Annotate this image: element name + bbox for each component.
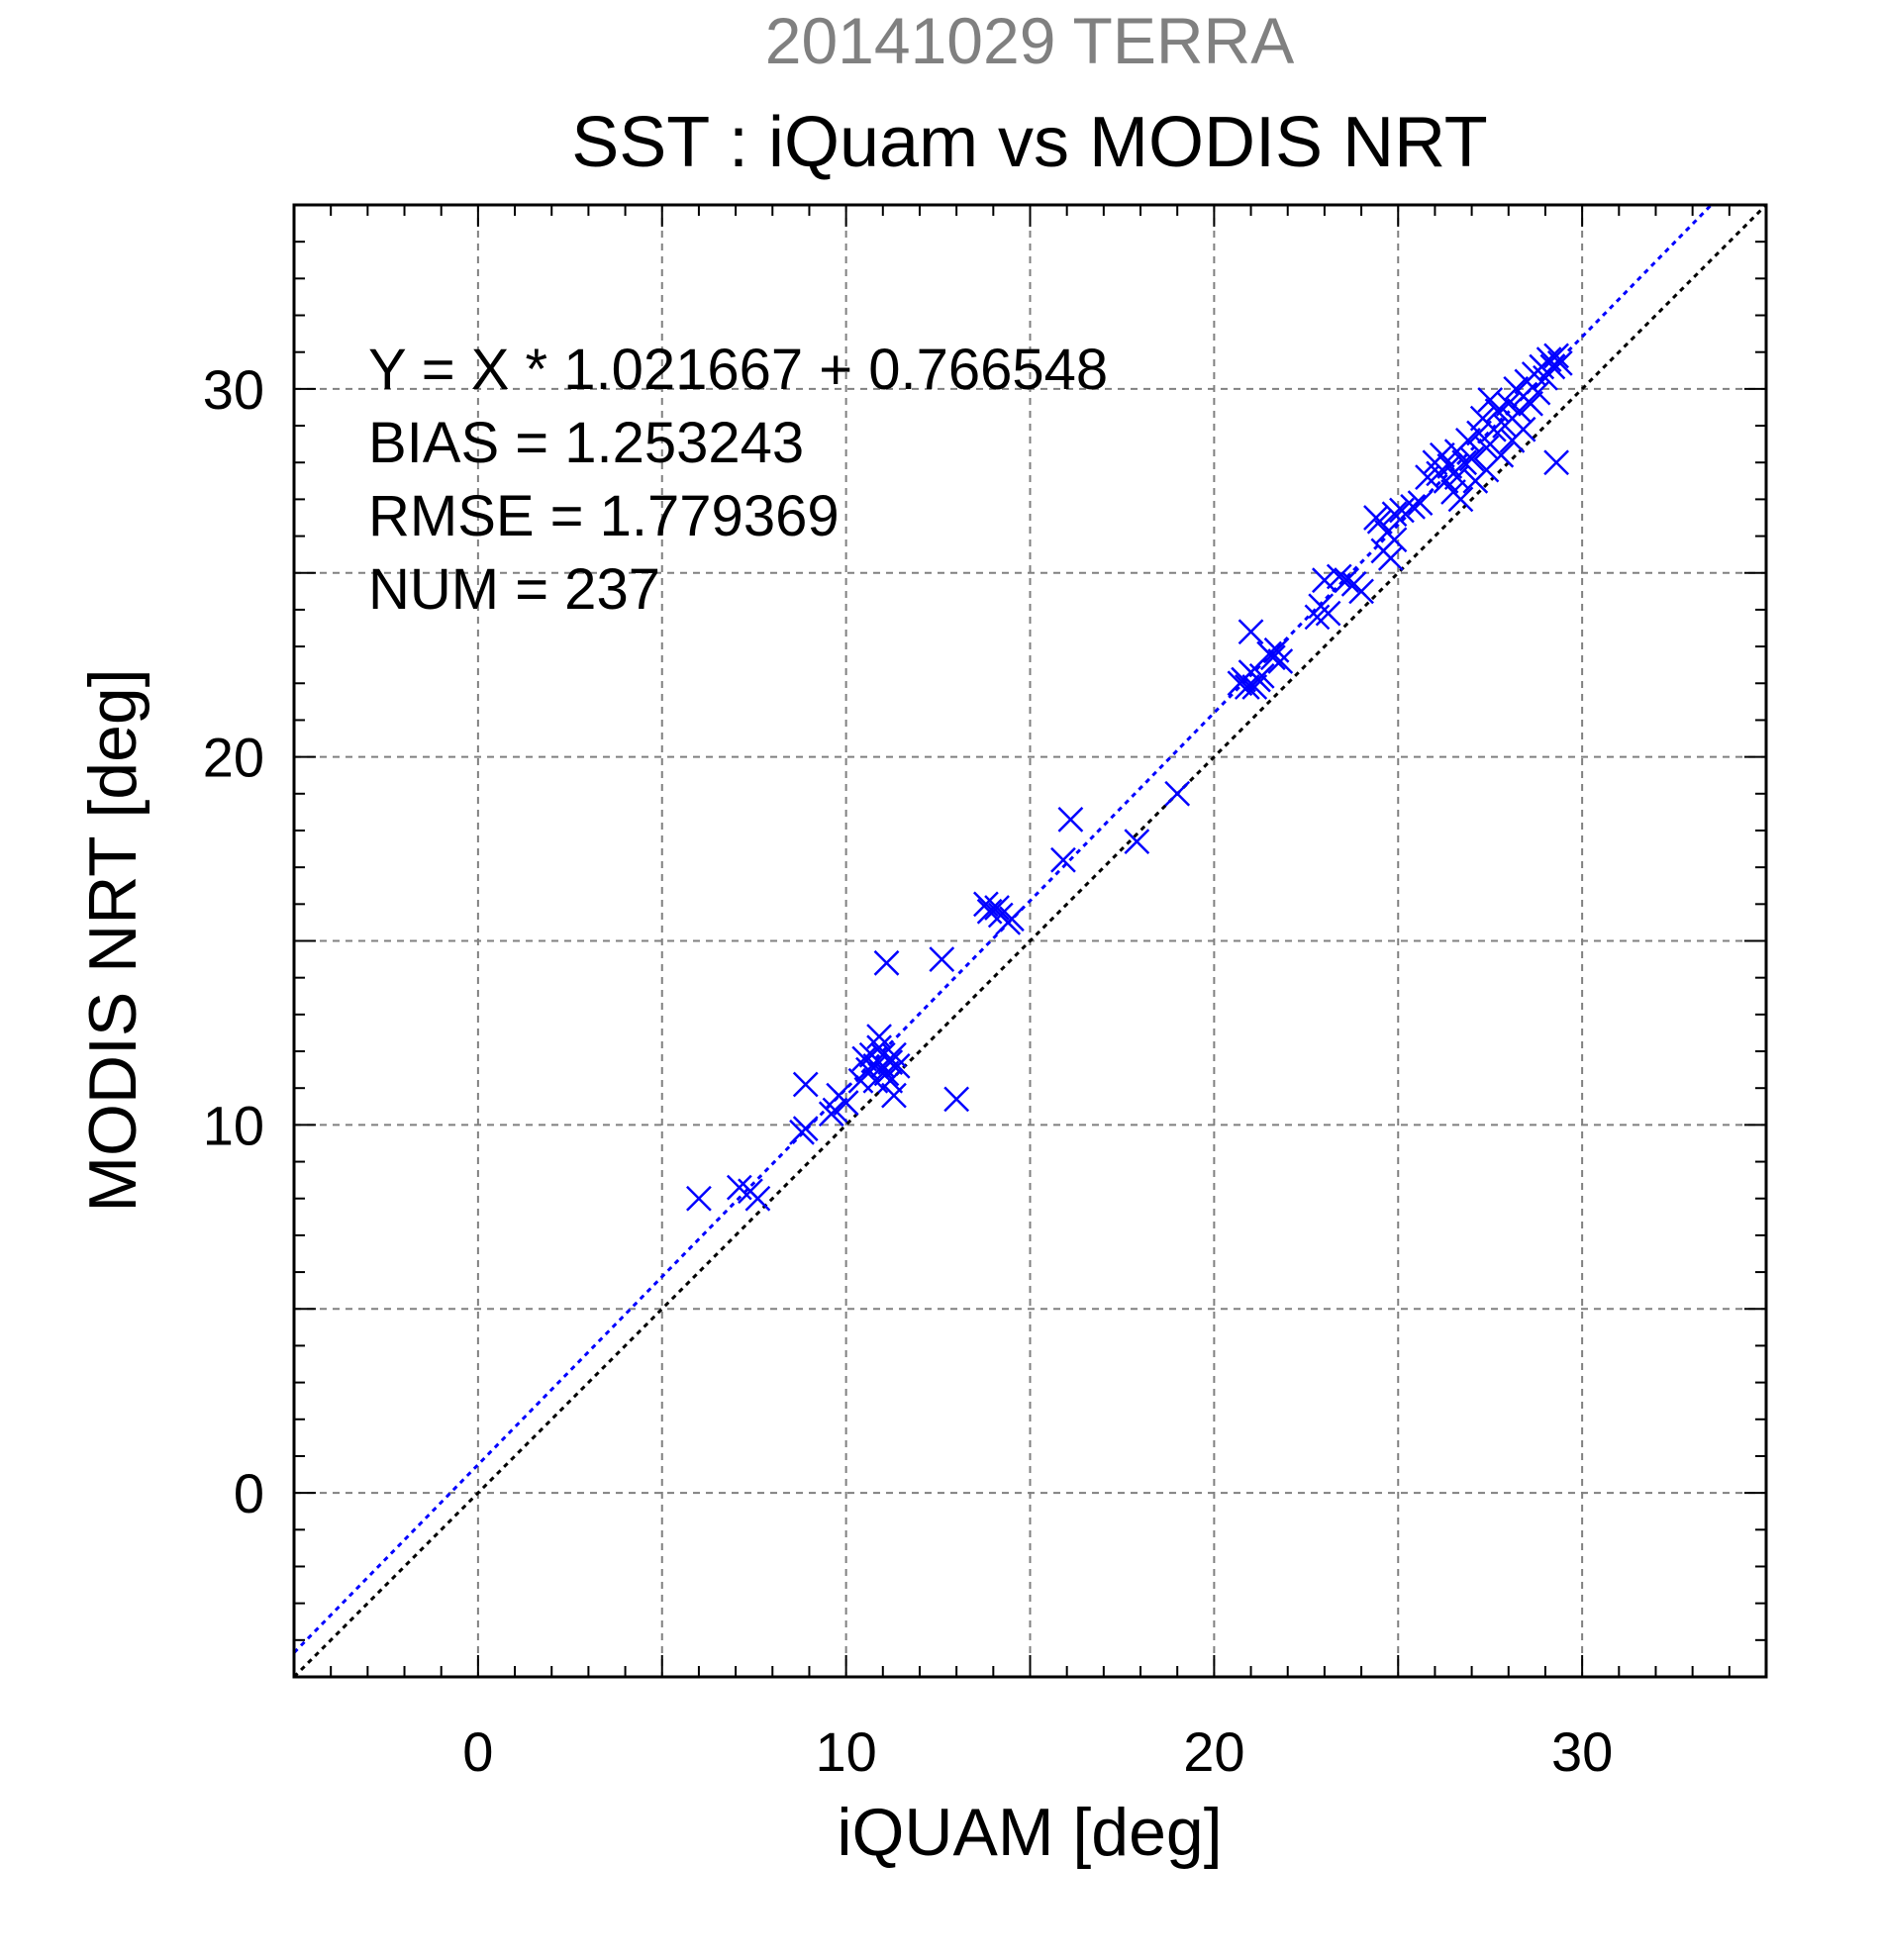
data-point [1241,674,1268,700]
data-point [1543,343,1569,369]
y-tick-label: 30 [203,358,264,421]
data-point [1510,416,1536,442]
x-tick-label: 0 [462,1720,493,1783]
data-point [943,1086,970,1113]
data-point [744,1185,771,1212]
data-point [999,906,1025,932]
data-point [1525,379,1551,406]
data-point [877,1049,904,1076]
data-point [1164,780,1191,807]
data-point [866,1024,892,1050]
data-point [877,1067,904,1094]
x-tick-label: 20 [1183,1720,1244,1783]
data-point [1543,449,1569,476]
data-point [1473,435,1500,461]
data-points [686,343,1573,1212]
data-point [686,1185,712,1212]
count-stat: NUM = 237 [368,557,660,622]
stats-box: Y = X * 1.021667 + 0.766548 BIAS = 1.253… [368,338,1108,622]
data-point [984,895,1010,921]
data-point [1050,846,1076,873]
data-point [1546,349,1573,376]
data-point [1518,390,1543,417]
data-point [1400,493,1427,520]
y-tick-label: 10 [203,1094,264,1156]
data-point [1366,508,1393,535]
data-point [1315,600,1341,627]
data-point [884,1053,911,1079]
chart-subtitle: 20141029 TERRA [765,4,1294,77]
data-point [1326,563,1352,590]
regression-equation: Y = X * 1.021667 + 0.766548 [368,338,1108,402]
data-point [1436,453,1463,479]
axis-ticks [294,205,1766,1677]
data-point [1334,567,1360,594]
y-axis-label: MODIS NRT [deg] [75,668,150,1212]
data-point [1381,501,1408,528]
data-point [1451,449,1478,476]
tick-labels: 0 0 10 10 20 20 30 30 [203,358,1614,1783]
data-point [1057,806,1084,833]
data-point [1248,662,1275,689]
data-point [833,1090,859,1116]
data-point [792,1116,819,1141]
data-point [873,949,900,976]
data-point [1454,428,1481,453]
data-point [1381,527,1408,553]
data-point [1407,490,1434,517]
data-point [1259,644,1286,671]
data-point [1447,486,1474,513]
data-point [1495,390,1522,417]
data-point [1124,829,1150,855]
x-axis-label: iQUAM [deg] [837,1795,1222,1870]
data-point [1348,578,1374,605]
plot-frame [292,203,1768,1679]
data-point [1458,445,1485,472]
data-point [1484,398,1511,425]
y-tick-label: 20 [203,727,264,789]
y-tick-label: 0 [234,1462,264,1524]
bias-stat: BIAS = 1.253243 [368,411,804,475]
data-point [1488,441,1515,468]
data-point [822,1097,848,1124]
data-point [1238,619,1264,645]
x-tick-label: 10 [815,1720,876,1783]
data-point [1312,567,1337,594]
data-point [1267,648,1294,674]
data-point [1466,420,1492,446]
data-point [792,1071,819,1098]
data-point [1429,441,1455,468]
data-point [1234,674,1260,700]
rmse-stat: RMSE = 1.779369 [368,484,840,548]
data-point [929,946,955,972]
x-tick-label: 30 [1551,1720,1613,1783]
data-point [881,1082,907,1109]
chart-title: SST : iQuam vs MODIS NRT [571,103,1488,182]
data-point [1477,387,1504,413]
